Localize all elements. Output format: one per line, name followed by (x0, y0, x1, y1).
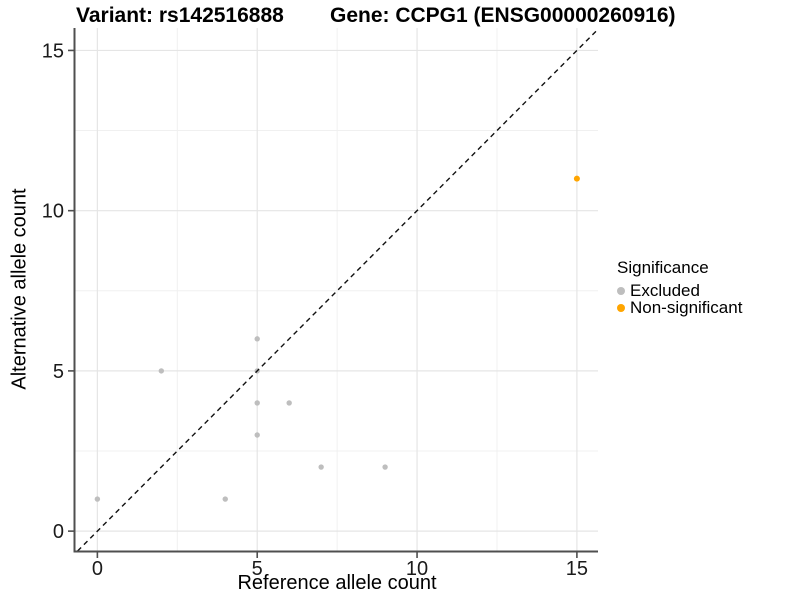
identity-line (77, 28, 599, 552)
y-tick-label: 15 (42, 40, 64, 62)
data-point-excluded (254, 432, 260, 438)
x-tick-label: 5 (252, 558, 263, 580)
y-tick-label: 10 (42, 201, 64, 223)
x-axis-title: Reference allele count (237, 572, 437, 594)
x-tick-label: 15 (566, 558, 588, 580)
data-point-excluded (94, 496, 101, 502)
non-significant-dot-icon (617, 303, 625, 312)
x-tick-label: 10 (406, 558, 428, 580)
data-point-non-significant (573, 175, 580, 182)
legend-item-label: Non-significant (630, 297, 743, 317)
legend-title: Significance (617, 258, 709, 277)
data-point-excluded (318, 464, 324, 470)
data-point-excluded (286, 400, 292, 406)
data-point-excluded (382, 464, 388, 470)
data-point-excluded (254, 400, 260, 406)
legend-item-non-significant: Non-significant (617, 297, 743, 317)
excluded-dot-icon (617, 286, 625, 295)
legend-item-excluded: Excluded (617, 280, 742, 300)
plot-title-gene: Gene: CCPG1 (ENSG00000260916) (330, 4, 676, 27)
data-point-excluded (254, 336, 260, 342)
y-tick-label: 0 (53, 521, 64, 543)
y-tick-label: 5 (53, 361, 64, 383)
legend: Significance Excluded Non-significant (617, 258, 743, 317)
data-point-excluded (158, 368, 165, 374)
x-tick-label: 0 (92, 558, 103, 580)
plot-title-variant: Variant: rs142516888 (76, 4, 284, 27)
data-point-excluded (222, 496, 228, 502)
legend-item-label: Excluded (630, 280, 700, 300)
y-axis-title: Alternative allele count (8, 188, 31, 390)
